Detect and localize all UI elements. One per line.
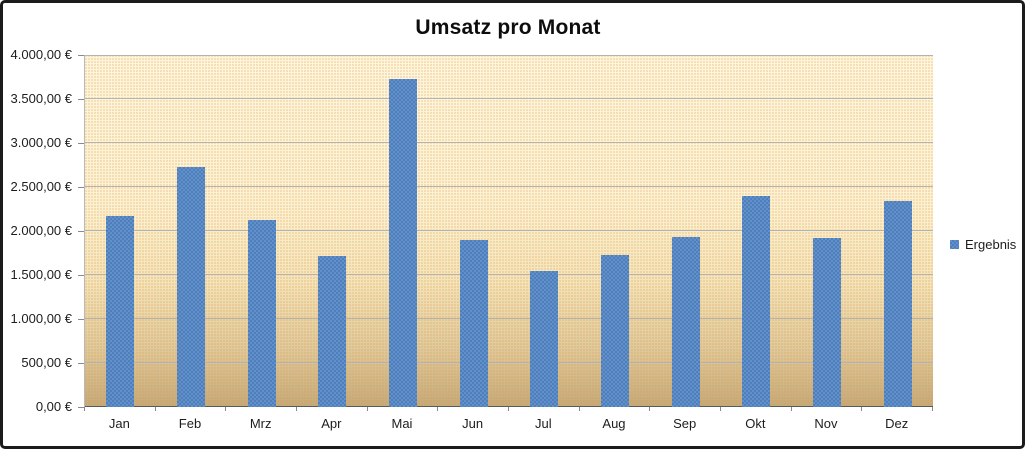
- x-tick-label-aug: Aug: [602, 416, 626, 431]
- x-tick-label-jul: Jul: [535, 416, 552, 431]
- bar-okt[interactable]: [742, 196, 771, 407]
- y-tick-label: 3.000,00 €: [10, 135, 72, 150]
- y-axis-tick: [78, 407, 84, 408]
- x-tick-label-jan: Jan: [108, 416, 130, 431]
- bar-sep[interactable]: [671, 237, 700, 407]
- gridline: [85, 362, 933, 363]
- y-tick-label: 3.500,00 €: [10, 91, 72, 106]
- y-axis-tick: [78, 143, 84, 144]
- x-tick-label-dez: Dez: [885, 416, 909, 431]
- x-axis-tick: [579, 407, 580, 411]
- x-axis-tick: [508, 407, 509, 411]
- chart-title[interactable]: Umsatz pro Monat: [415, 16, 601, 39]
- x-axis-tick: [437, 407, 438, 411]
- x-tick-label-nov: Nov: [814, 416, 838, 431]
- y-axis-tick: [78, 231, 84, 232]
- y-tick-label: 1.500,00 €: [10, 267, 72, 282]
- x-tick-label-mai: Mai: [391, 416, 413, 431]
- gridline: [85, 274, 933, 275]
- x-tick-label-jun: Jun: [462, 416, 484, 431]
- bar-mrz[interactable]: [247, 220, 276, 407]
- x-tick-label-okt: Okt: [745, 416, 766, 431]
- plot-area[interactable]: [84, 55, 933, 407]
- x-axis-tick: [296, 407, 297, 411]
- bar-nov[interactable]: [813, 238, 841, 407]
- x-axis-tick: [932, 407, 933, 411]
- bar-mai[interactable]: [389, 79, 417, 407]
- bar-jan[interactable]: [106, 216, 135, 407]
- bar-aug[interactable]: [601, 255, 629, 407]
- legend-label: Ergebnis: [965, 237, 1017, 252]
- y-axis-tick: [78, 55, 84, 56]
- y-tick-label: 1.000,00 €: [10, 311, 72, 326]
- gridline: [85, 230, 933, 231]
- x-axis-line: [85, 406, 933, 407]
- x-axis-tick: [84, 407, 85, 411]
- x-axis-tick: [861, 407, 862, 411]
- x-axis-labels: Jan Feb Mrz Apr Mai Jun Jul Aug Sep Okt Nov Dez: [84, 416, 932, 432]
- gridline: [85, 318, 933, 319]
- y-tick-label: 2.500,00 €: [10, 179, 72, 194]
- x-axis-tick: [225, 407, 226, 411]
- y-axis-tick: [78, 275, 84, 276]
- x-axis-tick: [791, 407, 792, 411]
- bar-jul[interactable]: [530, 271, 559, 407]
- y-tick-label: 0,00 €: [35, 399, 72, 414]
- y-axis-tick: [78, 319, 84, 320]
- bar-jun[interactable]: [459, 240, 488, 407]
- x-axis-tick: [720, 407, 721, 411]
- y-axis-tick: [78, 99, 84, 100]
- bar-feb[interactable]: [177, 167, 205, 407]
- y-tick-label: 2.000,00 €: [10, 223, 72, 238]
- x-tick-label-mrz: Mrz: [249, 416, 272, 431]
- gridline: [85, 55, 933, 56]
- x-tick-label-sep: Sep: [673, 416, 697, 431]
- gridline: [85, 186, 933, 187]
- x-axis-tick: [649, 407, 650, 411]
- y-tick-label: 500,00 €: [21, 355, 72, 370]
- bar-dez[interactable]: [883, 201, 912, 407]
- legend[interactable]: Ergebnis: [950, 237, 1016, 252]
- x-axis-tick: [367, 407, 368, 411]
- gridline: [85, 98, 933, 99]
- y-tick-label: 4.000,00 €: [10, 47, 72, 62]
- y-axis-tick: [78, 187, 84, 188]
- x-axis-tick: [155, 407, 156, 411]
- legend-swatch-icon: [950, 240, 959, 249]
- gridline: [85, 142, 933, 143]
- bar-apr[interactable]: [318, 256, 347, 407]
- y-axis-tick: [78, 363, 84, 364]
- x-tick-label-apr: Apr: [321, 416, 342, 431]
- x-tick-label-feb: Feb: [178, 416, 202, 431]
- y-axis: 0,00 € 500,00 € 1.000,00 € 1.500,00 € 2.000,…: [0, 47, 72, 414]
